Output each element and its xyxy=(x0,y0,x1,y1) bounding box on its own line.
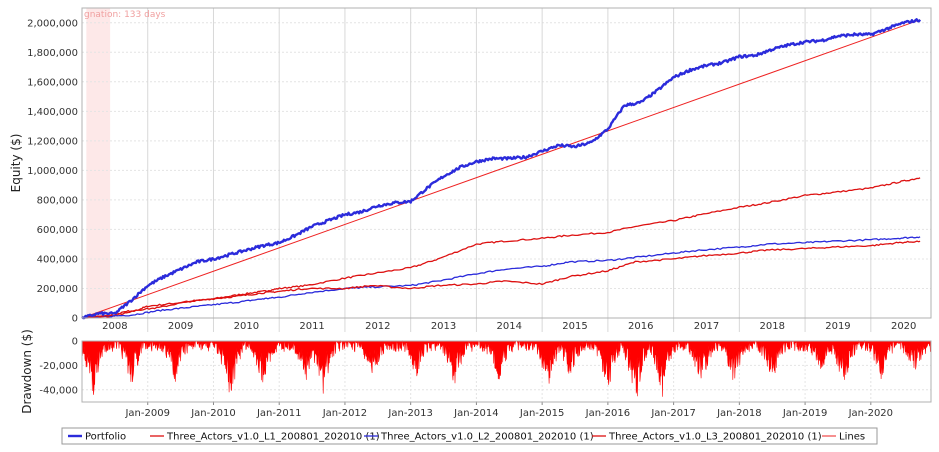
year-label: 2012 xyxy=(365,321,390,332)
legend-entry: Lines xyxy=(839,432,865,443)
legend-entry: Portfolio xyxy=(85,432,126,443)
dd-y-tick-label: -40,000 xyxy=(39,385,78,396)
dd-x-tick-label: Jan-2009 xyxy=(124,408,169,419)
equity-frame xyxy=(81,7,932,319)
year-label: 2010 xyxy=(234,321,259,332)
series-line-2 xyxy=(82,236,921,319)
legend-entry: Three_Actors_v1.0_L1_200801_202010 (1) xyxy=(166,432,380,443)
stagnation-band xyxy=(86,8,111,318)
series-line-0 xyxy=(81,18,922,320)
series-line-4 xyxy=(81,19,921,319)
dd-x-tick-label: Jan-2016 xyxy=(585,408,630,419)
legend-entry: Three_Actors_v1.0_L3_200801_202010 (1) xyxy=(608,432,822,443)
dd-x-tick-label: Jan-2013 xyxy=(387,408,432,419)
equity-plot-area xyxy=(82,8,931,318)
stagnation-label: gnation: 133 days xyxy=(84,10,166,20)
drawdown-area xyxy=(81,339,932,397)
year-label: 2014 xyxy=(497,321,522,332)
dd-x-tick-label: Jan-2010 xyxy=(190,408,235,419)
y-tick-label: 1,000,000 xyxy=(27,166,78,177)
drawdown-axis-title: Drawdown ($) xyxy=(20,329,34,414)
year-label: 2018 xyxy=(759,321,784,332)
year-label: 2017 xyxy=(694,321,719,332)
y-tick-label: 1,200,000 xyxy=(27,136,78,147)
dd-x-tick-label: Jan-2018 xyxy=(716,408,761,419)
y-tick-label: 2,000,000 xyxy=(27,18,78,29)
series-line-3 xyxy=(81,240,921,319)
legend: Portfolio Three_Actors_v1.0_L1_200801_202… xyxy=(61,427,878,445)
y-tick-label: 1,800,000 xyxy=(27,48,78,59)
dd-x-tick-label: Jan-2012 xyxy=(322,408,367,419)
year-label: 2009 xyxy=(168,321,193,332)
dd-x-tick-label: Jan-2020 xyxy=(848,408,893,419)
drawdown-panel: 0 -20,000 -40,000 Jan-2009 Jan-2010 Jan-2011 J… xyxy=(20,329,932,419)
y-tick-label: 400,000 xyxy=(37,254,78,265)
dd-x-tick-label: Jan-2019 xyxy=(782,408,827,419)
year-label: 2011 xyxy=(299,321,324,332)
dd-x-tick-label: Jan-2017 xyxy=(650,408,695,419)
year-label: 2019 xyxy=(825,321,850,332)
y-tick-label: 800,000 xyxy=(37,195,78,206)
year-label: 2016 xyxy=(628,321,653,332)
dd-y-tick-label: -20,000 xyxy=(39,361,78,372)
y-tick-label: 0 xyxy=(72,314,78,325)
dd-y-tick-label: 0 xyxy=(72,337,78,348)
year-label: 2013 xyxy=(431,321,456,332)
y-tick-label: 1,600,000 xyxy=(27,77,78,88)
y-tick-label: 1,400,000 xyxy=(27,107,78,118)
dd-x-tick-label: Jan-2014 xyxy=(453,408,498,419)
year-label: 2008 xyxy=(102,321,127,332)
dd-x-tick-label: Jan-2011 xyxy=(256,408,301,419)
legend-entry: Three_Actors_v1.0_L2_200801_202010 (1) xyxy=(380,432,594,443)
equity-axis-title: Equity ($) xyxy=(9,134,23,193)
y-tick-label: 600,000 xyxy=(37,225,78,236)
legend-box xyxy=(61,427,878,445)
year-label: 2015 xyxy=(562,321,587,332)
dd-x-tick-label: Jan-2015 xyxy=(519,408,564,419)
equity-panel: 0 200,000 400,000 600,000 800,000 1,000,000 1,… xyxy=(9,7,932,332)
drawdown-frame xyxy=(81,340,932,403)
y-tick-label: 200,000 xyxy=(37,284,78,295)
year-label: 2020 xyxy=(891,321,916,332)
